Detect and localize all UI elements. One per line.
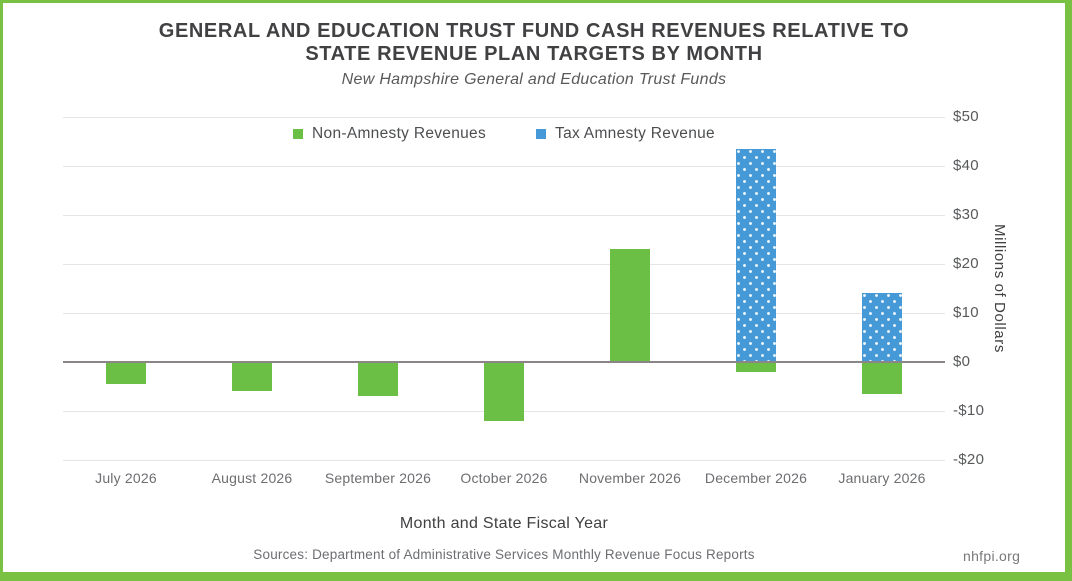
y-tick-label: $20 (953, 255, 979, 272)
gridline-50 (63, 116, 945, 118)
chart-subtitle: New Hampshire General and Education Trus… (341, 71, 727, 88)
x-axis-title: Month and State Fiscal Year (399, 515, 609, 532)
bar-non-amnesty-revenues-july-2026 (106, 362, 146, 385)
y-axis-labels: $50 $40 $30 $20 $10 $0 -$10 -$20 (953, 3, 1023, 572)
y-tick-label: $50 (953, 108, 979, 125)
bar-non-amnesty-revenues-september-2026 (358, 362, 398, 397)
legend-label-tax-amnesty: Tax Amnesty Revenue (555, 125, 715, 142)
bar-non-amnesty-revenues-january-2026 (862, 362, 902, 394)
x-tick-label-september-2026: September 2026 (324, 470, 432, 486)
bar-non-amnesty-revenues-october-2026 (484, 362, 524, 421)
gridline--20 (63, 459, 945, 461)
website-credit: nhfpi.org (963, 548, 1021, 564)
chart-legend: Non-Amnesty Revenues Tax Amnesty Revenue (63, 125, 945, 143)
gridline-10 (63, 312, 945, 314)
zero-baseline (63, 361, 945, 363)
x-tick-label-january-2026: January 2026 (838, 470, 926, 486)
chart-header: GENERAL AND EDUCATION TRUST FUND CASH RE… (3, 20, 1065, 89)
chart-title-line2: STATE REVENUE PLAN TARGETS BY MONTH (305, 43, 763, 65)
bar-tax-amnesty-revenue-december-2026 (736, 148, 776, 362)
y-axis-title: Millions of Dollars (991, 224, 1008, 353)
legend-item-tax-amnesty: Tax Amnesty Revenue (536, 125, 715, 143)
legend-item-non-amnesty: Non-Amnesty Revenues (293, 125, 486, 143)
plot-area (63, 116, 945, 461)
x-tick-label-july-2026: July 2026 (95, 470, 157, 486)
legend-label-non-amnesty: Non-Amnesty Revenues (312, 125, 487, 142)
y-tick-label: -$20 (953, 451, 985, 468)
gridline-20 (63, 263, 945, 265)
bar-tax-amnesty-revenue-january-2026 (862, 293, 902, 362)
x-tick-label-november-2026: November 2026 (578, 470, 682, 486)
y-tick-label: -$10 (953, 402, 985, 419)
x-tick-label-october-2026: October 2026 (460, 470, 548, 486)
y-tick-label: $30 (953, 206, 979, 223)
gridline-40 (63, 165, 945, 167)
y-tick-label: $0 (953, 353, 971, 370)
gridline-30 (63, 214, 945, 216)
y-tick-label: $40 (953, 157, 979, 174)
bar-non-amnesty-revenues-december-2026 (736, 362, 776, 372)
sources-note: Sources: Department of Administrative Se… (253, 547, 755, 562)
bar-non-amnesty-revenues-august-2026 (232, 362, 272, 392)
legend-swatch-blue-icon (536, 129, 547, 139)
chart-title-line1: GENERAL AND EDUCATION TRUST FUND CASH RE… (158, 20, 910, 42)
bar-non-amnesty-revenues-november-2026 (610, 249, 650, 362)
x-tick-label-august-2026: August 2026 (211, 470, 293, 486)
x-tick-label-december-2026: December 2026 (704, 470, 808, 486)
x-axis-labels: July 2026 August 2026 September 2026 Octobe… (63, 470, 945, 486)
legend-swatch-green-icon (293, 129, 304, 139)
y-tick-label: $10 (953, 304, 979, 321)
